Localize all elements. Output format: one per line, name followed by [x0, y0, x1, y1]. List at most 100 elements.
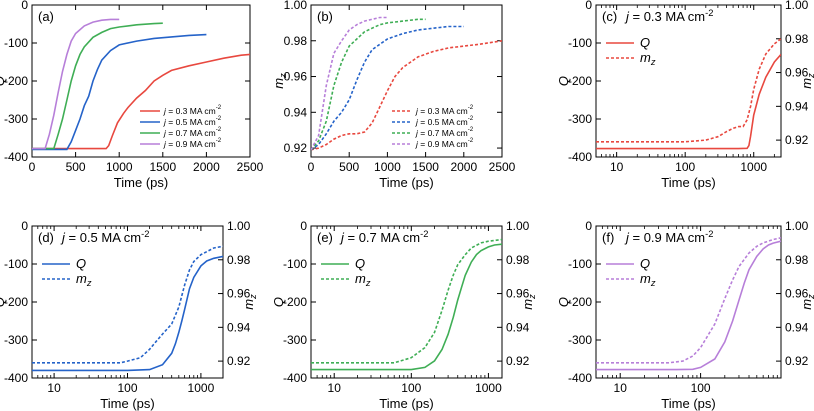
x-tick-label: 2500: [237, 160, 264, 174]
text-part: m: [355, 271, 366, 286]
text-part: Q: [76, 256, 86, 271]
y-tick-label: 1.00: [284, 0, 308, 12]
legend-entry: j = 0.3 MA cm-2: [415, 104, 474, 116]
series-line-2: [311, 18, 426, 151]
y-tick-label: -100: [283, 257, 307, 271]
text-part: j: [624, 9, 630, 24]
legend-entry: Q: [355, 256, 365, 271]
series-line-1: [596, 237, 781, 364]
text-part: -2: [705, 229, 713, 239]
x-tick-label: 0: [29, 160, 36, 174]
series-line-1: [311, 238, 502, 364]
y2-tick-label: 0.96: [227, 287, 251, 301]
legend-entry: j = 0.5 MA cm-2: [415, 115, 474, 127]
series-line-0: [596, 53, 781, 150]
y-tick-label: -300: [4, 112, 28, 126]
text-part: Q: [640, 256, 650, 271]
y2-tick-label: 0.98: [785, 32, 809, 46]
series-line-0: [32, 255, 223, 372]
series-line-1: [32, 33, 207, 151]
legend-entry: Q: [640, 35, 650, 50]
panel-label: (e): [317, 230, 333, 245]
panel-label: (a): [38, 9, 54, 24]
y-tick-label: -400: [4, 371, 28, 385]
text-part: j: [339, 230, 345, 245]
legend-entry: mz: [355, 271, 371, 288]
x-tick-label: 1000: [188, 381, 215, 395]
text-part: = 0.9 MA cm: [629, 230, 705, 245]
y2-tick-label: 1.00: [227, 219, 251, 233]
text-part: z: [806, 294, 814, 300]
text-part: -2: [216, 115, 222, 122]
y-tick-label: -200: [568, 295, 592, 309]
y2-tick-label: 1.00: [506, 219, 530, 233]
y2-tick-label: 0.96: [506, 287, 530, 301]
y2-tick-label: 1.00: [785, 219, 809, 233]
text-part: z: [650, 278, 656, 288]
y-tick-label: -200: [4, 295, 28, 309]
text-part: m: [241, 299, 256, 310]
panel-a: 0 500 1000 1500 2000 2500 -400 -300 -200 -100 0 Tim…: [0, 0, 264, 190]
y-tick-label: 0.94: [284, 105, 308, 119]
x-axis-label: Time (ps): [661, 396, 715, 411]
text-part: m: [640, 50, 651, 65]
y-tick-label: -100: [568, 36, 592, 50]
plot-frame: [310, 225, 503, 379]
y2-axis-label: mz: [799, 73, 814, 89]
legend-entry: j = 0.5 MA cm-2: [163, 115, 222, 127]
panel-label: (d): [38, 230, 54, 245]
x-tick-label: 100: [117, 381, 137, 395]
y-tick-label: -400: [4, 150, 28, 164]
text-part: j: [415, 128, 419, 138]
text-part: j: [415, 106, 419, 116]
text-part: z: [365, 278, 371, 288]
y2-tick-label: 1.00: [785, 0, 809, 12]
series-line-0: [32, 53, 250, 150]
legend-entry: j = 0.7 MA cm-2: [163, 126, 222, 138]
panel-title: j = 0.3 MA cm-2: [624, 8, 713, 24]
y2-tick-label: 0.98: [785, 253, 809, 267]
y-tick-label: -400: [568, 150, 592, 164]
text-part: m: [271, 78, 286, 89]
y-tick-label: 0: [21, 0, 28, 12]
text-part: j: [163, 106, 167, 116]
text-part: j: [624, 230, 630, 245]
y2-tick-label: 0.94: [227, 320, 251, 334]
y-tick-label: 0: [300, 219, 307, 233]
x-tick-label: 10: [328, 381, 342, 395]
text-part: -2: [468, 104, 474, 111]
panel-f: 10 100 -400 -300 -200 -100 0 0.92 0.94 0.96 0.98 1.…: [556, 219, 814, 411]
x-tick-label: 1000: [740, 160, 767, 174]
x-axis-label: Time (ps): [379, 396, 433, 411]
legend-entry: j = 0.3 MA cm-2: [163, 104, 222, 116]
series-line-3: [311, 16, 388, 151]
y2-tick-label: 0.96: [785, 287, 809, 301]
y2-tick-label: 0.92: [227, 354, 251, 368]
text-part: -2: [216, 104, 222, 111]
legend-entry: j = 0.9 MA cm-2: [163, 137, 222, 149]
text-part: = 0.9 MA cm: [418, 139, 468, 149]
text-part: -2: [216, 137, 222, 144]
plot-frame: [595, 4, 782, 158]
text-part: m: [799, 299, 814, 310]
y-tick-label: 0.92: [284, 141, 308, 155]
text-part: j: [163, 139, 167, 149]
text-part: j: [415, 139, 419, 149]
y-tick-label: -300: [568, 333, 592, 347]
panel-title: j = 0.5 MA cm-2: [60, 229, 149, 245]
series-line-1: [32, 245, 223, 364]
series-line-1: [311, 25, 464, 151]
x-tick-label: 0: [308, 160, 315, 174]
plot-frame: [310, 4, 503, 158]
x-tick-label: 100: [675, 160, 695, 174]
x-axis-label: Time (ps): [100, 396, 154, 411]
text-part: = 0.3 MA cm: [166, 106, 216, 116]
text-part: z: [278, 73, 288, 79]
y2-tick-label: 0.94: [785, 99, 809, 113]
y2-axis-label: mz: [520, 294, 537, 310]
legend-entry: mz: [640, 271, 656, 288]
legend-entry: j = 0.7 MA cm-2: [415, 126, 474, 138]
y2-tick-label: 0.98: [506, 253, 530, 267]
y-tick-label: 0: [21, 219, 28, 233]
